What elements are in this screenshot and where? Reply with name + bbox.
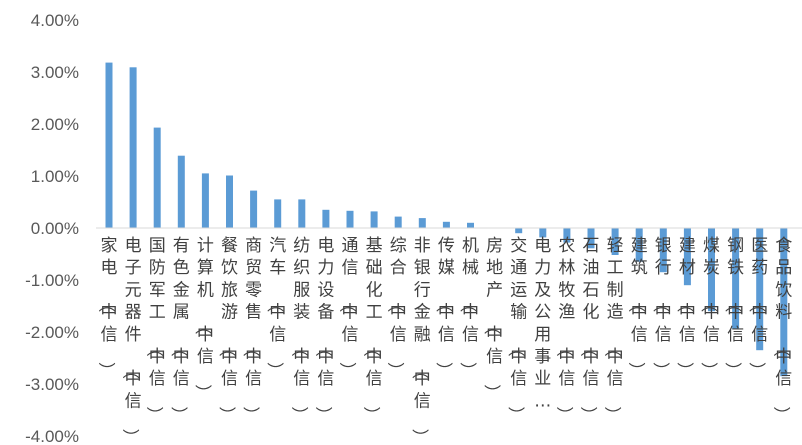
- category-label: 纺织服装（中信）: [288, 236, 310, 423]
- category-label: 基础化工（中信）: [361, 236, 383, 423]
- category-label: 石油石化（中信）: [578, 236, 600, 423]
- category-label: 建材（中信）: [674, 236, 696, 379]
- category-label: 通信（中信）: [337, 236, 359, 379]
- category-label: 电子元器件（中信）: [120, 236, 142, 445]
- bar: [659, 228, 667, 273]
- bar: [442, 221, 450, 228]
- category-label: 家电（中信）: [96, 236, 118, 379]
- bar: [250, 190, 258, 228]
- bar: [732, 228, 740, 330]
- bar: [756, 228, 764, 351]
- y-tick-label: 0.00%: [31, 219, 79, 238]
- bar: [153, 127, 161, 228]
- category-label: 电力及公用事业…: [534, 236, 551, 411]
- category-label: 房地产（中信）: [481, 236, 503, 401]
- y-tick-label: 3.00%: [31, 63, 79, 82]
- category-label: 非银行金融（中信）: [409, 236, 431, 445]
- bar: [298, 199, 306, 228]
- bar: [611, 228, 619, 255]
- category-label: 传媒（中信）: [433, 236, 455, 379]
- category-label: 银行（中信）: [650, 236, 672, 379]
- bar: [635, 228, 643, 262]
- y-tick-label: -4.00%: [25, 427, 79, 445]
- category-label: 商贸零售（中信）: [240, 236, 262, 423]
- bar: [274, 199, 282, 228]
- y-tick-label: 4.00%: [31, 11, 79, 30]
- category-label: 轻工制造（中信）: [602, 236, 624, 423]
- category-label: 医药（中信）: [746, 236, 768, 379]
- bar: [515, 228, 523, 234]
- bar: [467, 222, 474, 228]
- category-label: 煤炭（中信）: [698, 236, 720, 379]
- category-label: 综合（中信）: [385, 236, 407, 379]
- bar: [226, 175, 233, 228]
- bar: [177, 155, 185, 228]
- bar: [129, 67, 137, 228]
- category-label: 餐饮旅游（中信）: [216, 236, 238, 423]
- category-label: 钢铁（中信）: [722, 236, 744, 379]
- bar: [780, 228, 788, 377]
- bar: [322, 209, 330, 228]
- bar-series: [105, 62, 788, 377]
- category-label: 汽车（中信）: [264, 236, 286, 379]
- y-tick-label: -1.00%: [25, 271, 79, 290]
- category-label: 电力设备（中信）: [312, 236, 334, 423]
- bar: [418, 218, 426, 228]
- category-label: 农林牧渔（中信）: [553, 236, 575, 423]
- bar: [683, 228, 691, 286]
- category-label: 食品饮料（中信）: [770, 236, 792, 423]
- bar: [708, 228, 715, 312]
- y-tick-label: 2.00%: [31, 115, 79, 134]
- bar: [370, 211, 378, 228]
- category-label: 建筑（中信）: [626, 236, 648, 379]
- bar: [201, 173, 209, 228]
- y-axis: 4.00% 3.00% 2.00% 1.00% 0.00% -1.00% -2.00% -3.…: [25, 11, 79, 445]
- category-label: 有色金属（中信）: [168, 236, 190, 423]
- category-label: 计算机（中信）: [192, 236, 214, 401]
- bar: [587, 228, 595, 249]
- bar: [394, 216, 402, 228]
- bar: [539, 228, 547, 238]
- y-tick-label: 1.00%: [31, 167, 79, 186]
- bar: [105, 62, 113, 228]
- y-tick-label: -3.00%: [25, 375, 79, 394]
- bar: [346, 210, 354, 228]
- category-labels: 家电（中信）电子元器件（中信）国防军工（中信）有色金属（中信）计算机（中信）餐饮…: [96, 236, 793, 445]
- y-tick-label: -2.00%: [25, 323, 79, 342]
- category-label: 机械（中信）: [457, 236, 479, 379]
- category-label: 交通运输（中信）: [505, 236, 527, 423]
- bar: [563, 228, 571, 243]
- category-label: 国防军工（中信）: [144, 236, 166, 423]
